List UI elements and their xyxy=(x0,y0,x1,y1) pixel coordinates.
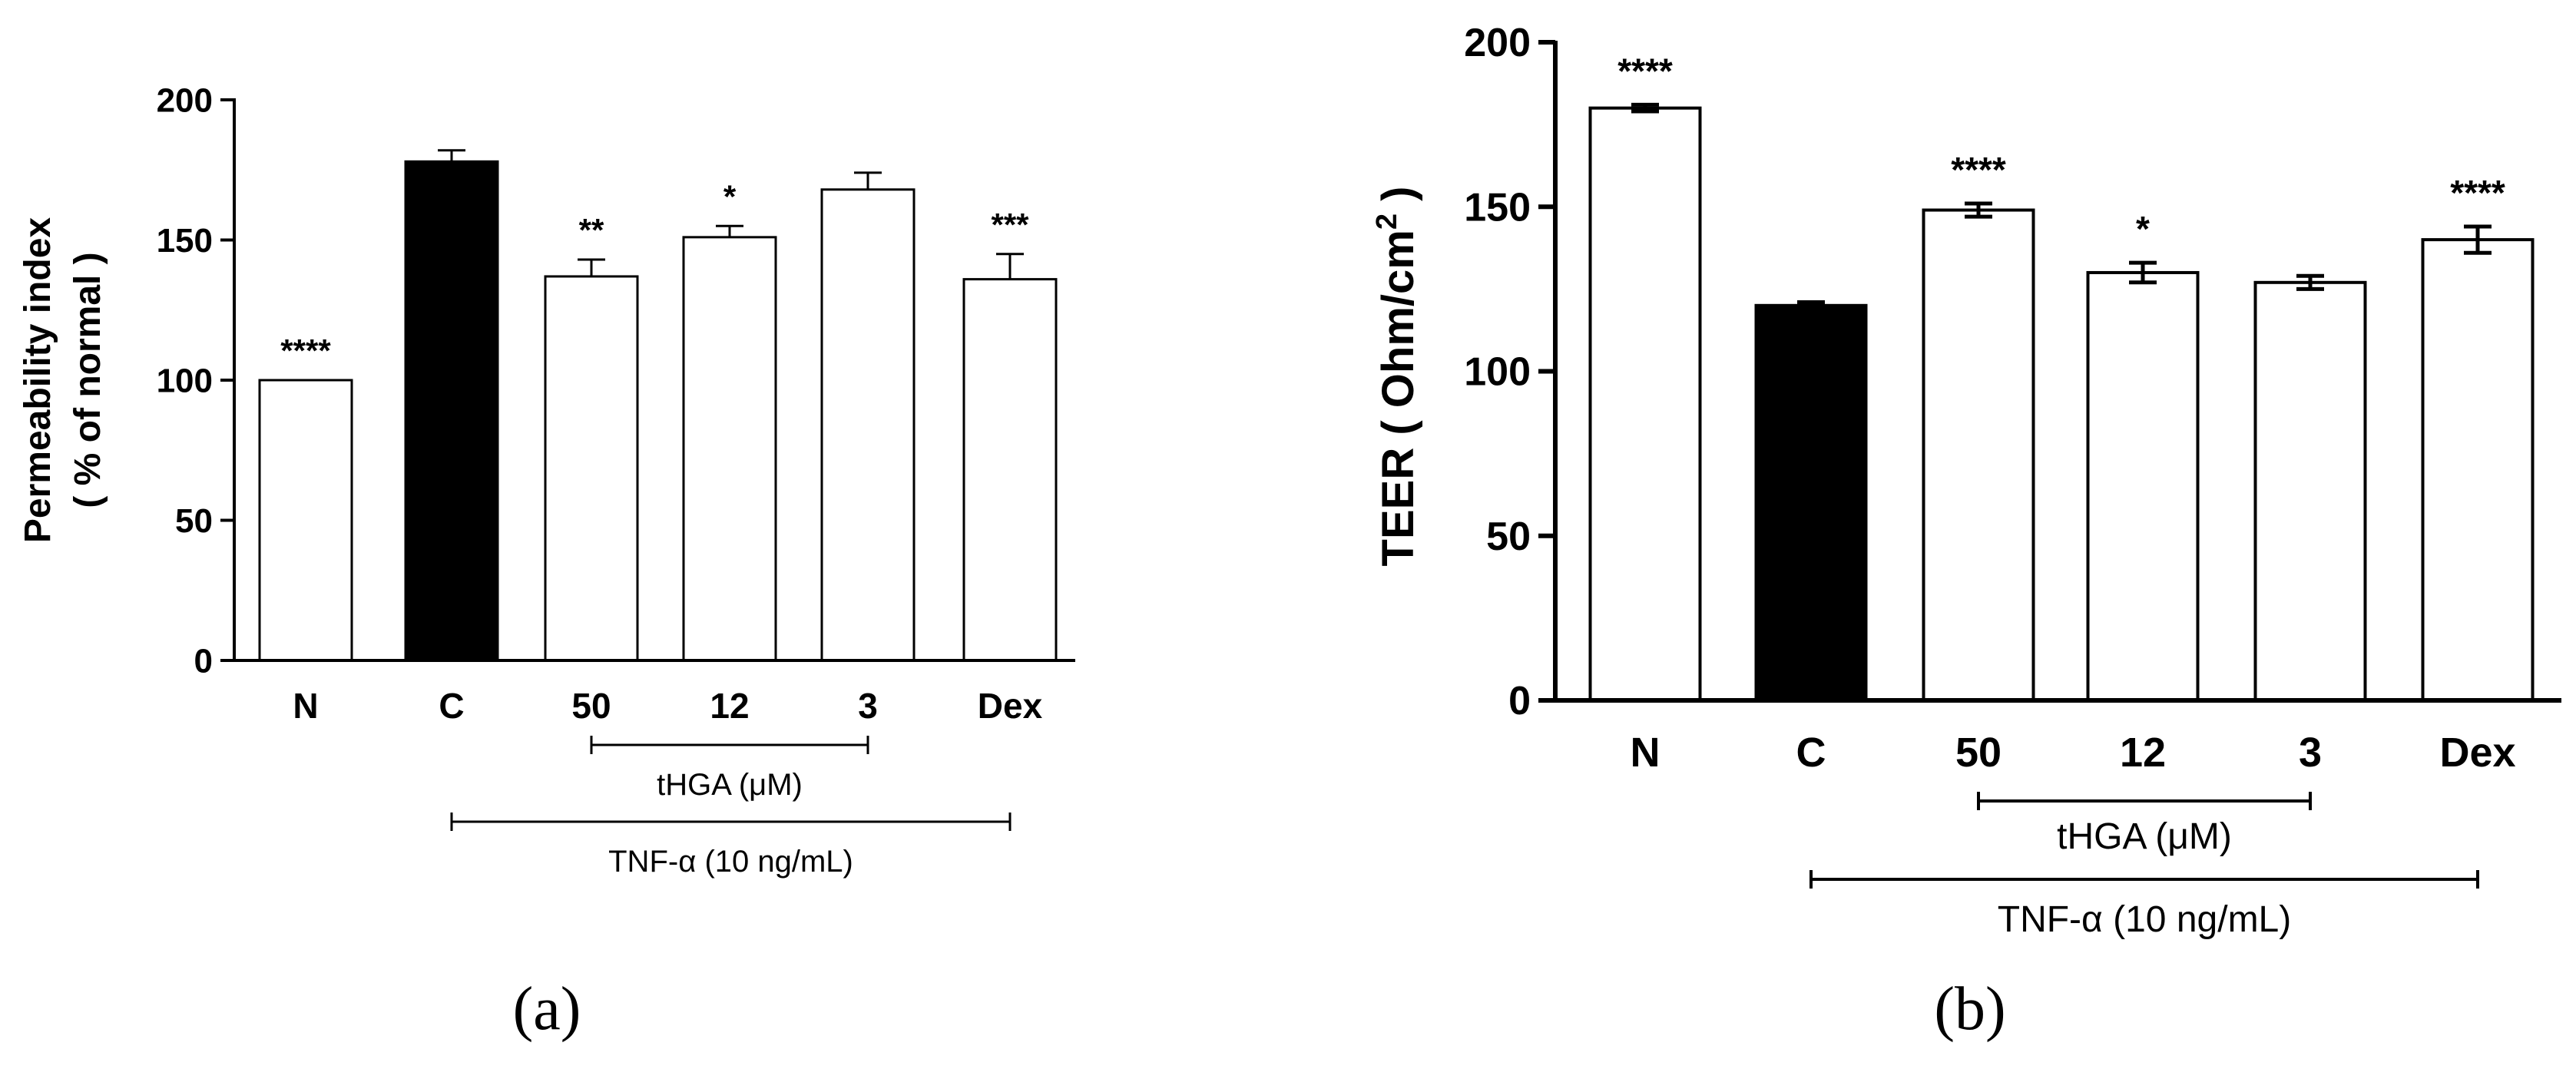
y-axis-title-end: ) xyxy=(1373,187,1423,213)
error-bar-C xyxy=(438,149,465,162)
x-tick-label-3: 3 xyxy=(858,686,878,726)
bracket-thga: tHGA (μM) xyxy=(590,736,869,802)
significance-label-N: **** xyxy=(1617,51,1673,91)
significance-label-Dex: **** xyxy=(2450,173,2505,213)
bar-C xyxy=(404,160,499,662)
x-tick-label-N: N xyxy=(1631,730,1660,776)
error-bar-50 xyxy=(578,258,605,276)
bar-3 xyxy=(820,188,916,662)
y-tick-label-0: 0 xyxy=(1508,679,1531,723)
significance-label-12: * xyxy=(2136,209,2150,249)
bar-50 xyxy=(1922,208,2035,703)
error-bar-12 xyxy=(716,224,743,237)
error-bar-3 xyxy=(2296,273,2324,291)
x-tick-label-Dex: Dex xyxy=(978,686,1043,726)
bracket-tnf: TNF-α (10 ng/mL) xyxy=(1809,870,2479,940)
y-axis-title: TEER ( Ohm/cm2 ) xyxy=(1371,187,1423,567)
y-tick-label-100: 100 xyxy=(1464,350,1531,395)
x-tick-label-12: 12 xyxy=(2120,730,2166,776)
panel-label-b: (b) xyxy=(1934,975,2005,1043)
bar-Dex xyxy=(2421,238,2535,703)
y-axis-title-line1: Permeability index xyxy=(18,217,58,543)
x-tick-label-3: 3 xyxy=(2299,730,2322,776)
x-tick-label-C: C xyxy=(439,686,464,726)
chart-panel-a: **** N C ** 50 * 12 3 *** Dex 0 50 100 150 200 Permeabi… xyxy=(18,81,1075,1043)
error-bar-3 xyxy=(854,171,882,190)
y-axis-title-line2: ( % of normal ) xyxy=(68,252,108,508)
x-tick-label-50: 50 xyxy=(571,686,611,726)
error-bar-N xyxy=(1631,102,1659,114)
bracket-thga: tHGA (μM) xyxy=(1977,792,2312,857)
y-tick-label-150: 150 xyxy=(157,222,213,260)
y-tick-label-200: 200 xyxy=(157,81,213,119)
bracket-label: tHGA (μM) xyxy=(657,768,803,802)
bracket-label: tHGA (μM) xyxy=(2057,816,2232,857)
bar-12 xyxy=(682,236,777,662)
x-tick-label-Dex: Dex xyxy=(2439,730,2515,776)
bar-50 xyxy=(544,275,639,662)
y-axis-title-superscript: 2 xyxy=(1371,213,1403,230)
bar-C xyxy=(1754,303,1868,702)
significance-label-12: * xyxy=(723,178,737,214)
bar-12 xyxy=(2086,270,2200,702)
x-tick-label-12: 12 xyxy=(710,686,749,726)
significance-label-50: **** xyxy=(1951,150,2006,190)
bracket-label: TNF-α (10 ng/mL) xyxy=(1998,899,2291,940)
bar-Dex xyxy=(962,278,1058,662)
error-bar-50 xyxy=(1965,201,1992,219)
significance-label-50: ** xyxy=(579,212,604,248)
x-tick-label-N: N xyxy=(293,686,318,726)
y-tick-label-50: 50 xyxy=(175,502,213,540)
panel-label-a: (a) xyxy=(513,975,581,1043)
chart-panel-b: **** N C **** 50 * 12 3 **** Dex 0 50 100 150 200 TEER … xyxy=(1371,21,2561,1043)
bar-3 xyxy=(2253,280,2367,702)
error-bar-Dex xyxy=(996,253,1024,280)
bracket-tnf: TNF-α (10 ng/mL) xyxy=(450,813,1012,879)
error-bar-12 xyxy=(2129,260,2157,285)
error-bar-Dex xyxy=(2464,224,2492,255)
y-tick-label-100: 100 xyxy=(157,362,213,399)
bar-N xyxy=(258,379,353,662)
x-tick-label-50: 50 xyxy=(1955,730,2002,776)
y-tick-label-200: 200 xyxy=(1464,21,1531,65)
y-tick-label-0: 0 xyxy=(194,642,213,680)
y-tick-label-150: 150 xyxy=(1464,185,1531,230)
error-bar-C xyxy=(1797,300,1825,311)
significance-label-N: **** xyxy=(280,333,331,369)
significance-label-Dex: *** xyxy=(991,207,1029,243)
bar-N xyxy=(1588,106,1702,702)
y-tick-label-50: 50 xyxy=(1486,515,1531,559)
y-axis-title-main: TEER ( Ohm/cm xyxy=(1373,230,1423,566)
x-tick-label-C: C xyxy=(1796,730,1826,776)
bracket-label: TNF-α (10 ng/mL) xyxy=(608,845,853,879)
